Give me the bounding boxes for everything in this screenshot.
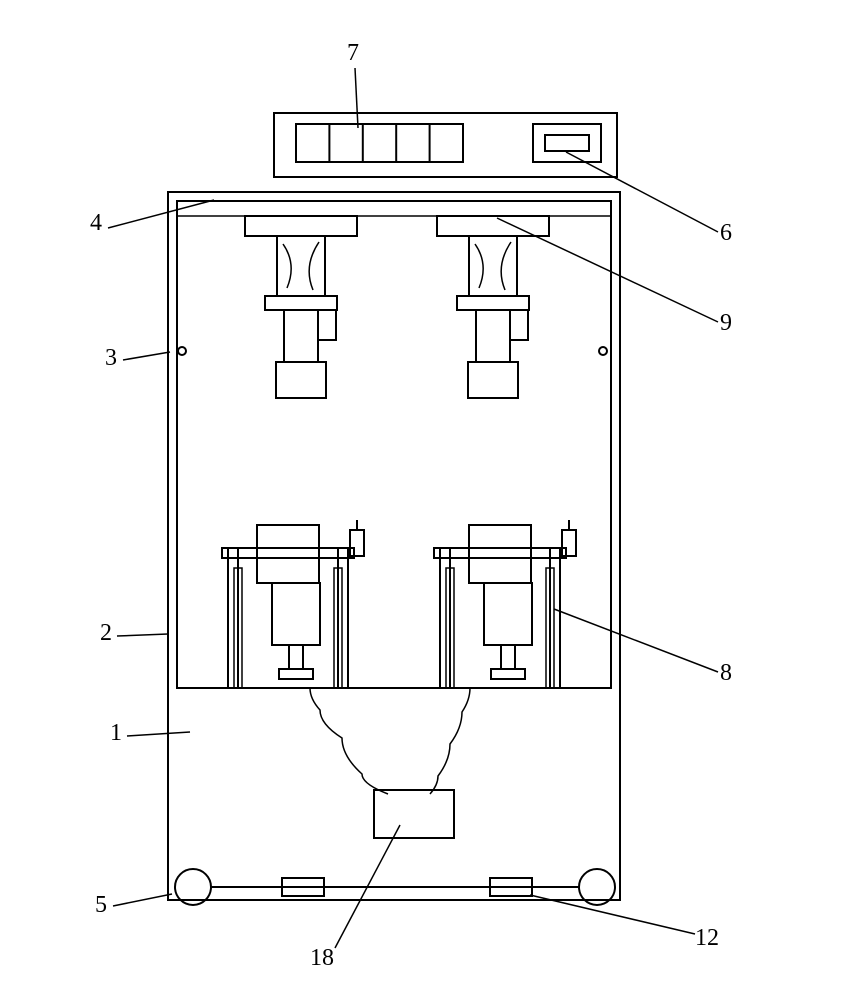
callout-label-18: 18: [310, 945, 334, 971]
callout-label-8: 8: [720, 660, 732, 686]
callout-label-4: 4: [90, 210, 102, 236]
callout-label-9: 9: [720, 310, 732, 336]
callout-label-1: 1: [110, 720, 122, 746]
callout-label-6: 6: [720, 220, 732, 246]
callout-label-7: 7: [347, 40, 359, 66]
callout-label-2: 2: [100, 620, 112, 646]
callout-label-12: 12: [695, 925, 719, 951]
callout-label-3: 3: [105, 345, 117, 371]
technical-diagram: 7463921851812: [0, 0, 845, 1000]
callout-label-5: 5: [95, 892, 107, 918]
